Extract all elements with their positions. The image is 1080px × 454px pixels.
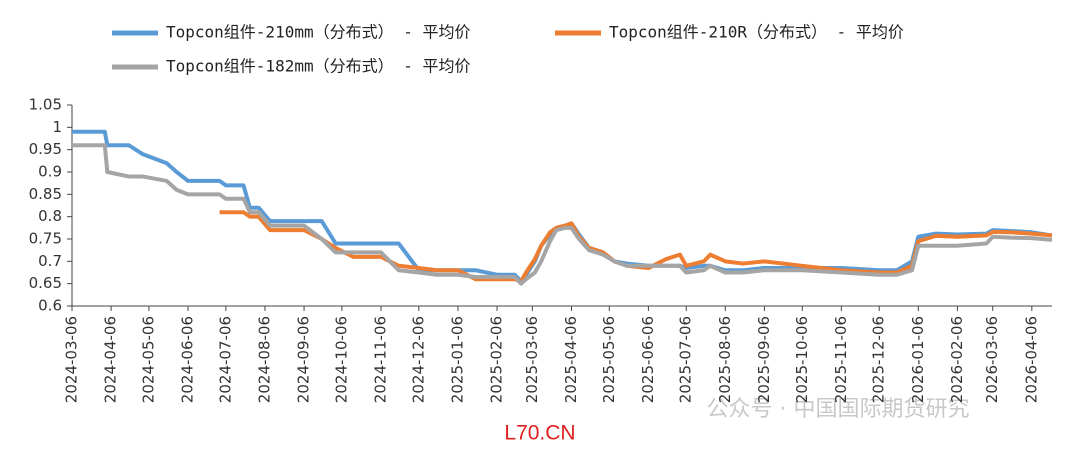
x-tick-label: 2024-10-06 <box>332 316 350 403</box>
x-tick-label: 2024-05-06 <box>139 316 157 403</box>
x-tick-label: 2025-01-06 <box>448 316 466 403</box>
x-tick-label: 2024-09-06 <box>295 316 313 403</box>
x-tick-label: 2026-01-06 <box>909 316 927 403</box>
x-tick-label: 2026-04-06 <box>1022 316 1040 403</box>
x-tick-label: 2024-12-06 <box>409 316 427 403</box>
legend-label: Topcon组件-210R（分布式） - 平均价 <box>609 23 904 42</box>
y-tick-label: 1.05 <box>29 96 62 114</box>
x-tick-label: 2025-08-06 <box>716 316 734 403</box>
watermark: 公众号 · 中国国际期货研究 <box>707 397 970 422</box>
x-tick-label: 2026-02-06 <box>948 316 966 403</box>
legend-label: Topcon组件-182mm（分布式） - 平均价 <box>166 57 471 76</box>
x-tick-label: 2025-11-06 <box>832 316 850 403</box>
x-tick-label: 2024-06-06 <box>179 316 197 403</box>
y-tick-label: 0.7 <box>38 252 62 270</box>
series-line <box>72 143 1053 286</box>
x-tick-label: 2025-06-06 <box>639 316 657 403</box>
y-tick-label: 0.9 <box>38 163 62 181</box>
y-tick-label: 1 <box>52 118 62 136</box>
x-tick-label: 2025-03-06 <box>523 316 541 403</box>
series-line <box>72 129 1053 284</box>
x-tick-label: 2026-03-06 <box>983 316 1001 403</box>
y-tick-label: 0.8 <box>38 207 62 225</box>
x-tick-label: 2024-07-06 <box>216 316 234 403</box>
x-tick-label: 2025-04-06 <box>562 316 580 403</box>
legend-label: Topcon组件-210mm（分布式） - 平均价 <box>166 23 471 42</box>
x-tick-label: 2025-09-06 <box>755 316 773 403</box>
y-tick-label: 0.95 <box>29 140 62 158</box>
y-tick-label: 0.85 <box>29 185 62 203</box>
x-tick-label: 2025-12-06 <box>870 316 888 403</box>
x-tick-label: 2024-04-06 <box>102 316 120 403</box>
y-tick-label: 0.65 <box>29 274 62 292</box>
source-mark: L70.CN <box>504 422 575 445</box>
x-tick-label: 2024-03-06 <box>63 316 81 403</box>
x-tick-label: 2025-07-06 <box>677 316 695 403</box>
x-tick-label: 2025-10-06 <box>793 316 811 403</box>
x-tick-label: 2024-08-06 <box>255 316 273 403</box>
y-tick-label: 0.6 <box>38 297 62 315</box>
y-tick-label: 0.75 <box>29 230 62 248</box>
x-tick-label: 2024-11-06 <box>372 316 390 403</box>
x-tick-label: 2025-05-06 <box>600 316 618 403</box>
x-tick-label: 2025-02-06 <box>488 316 506 403</box>
